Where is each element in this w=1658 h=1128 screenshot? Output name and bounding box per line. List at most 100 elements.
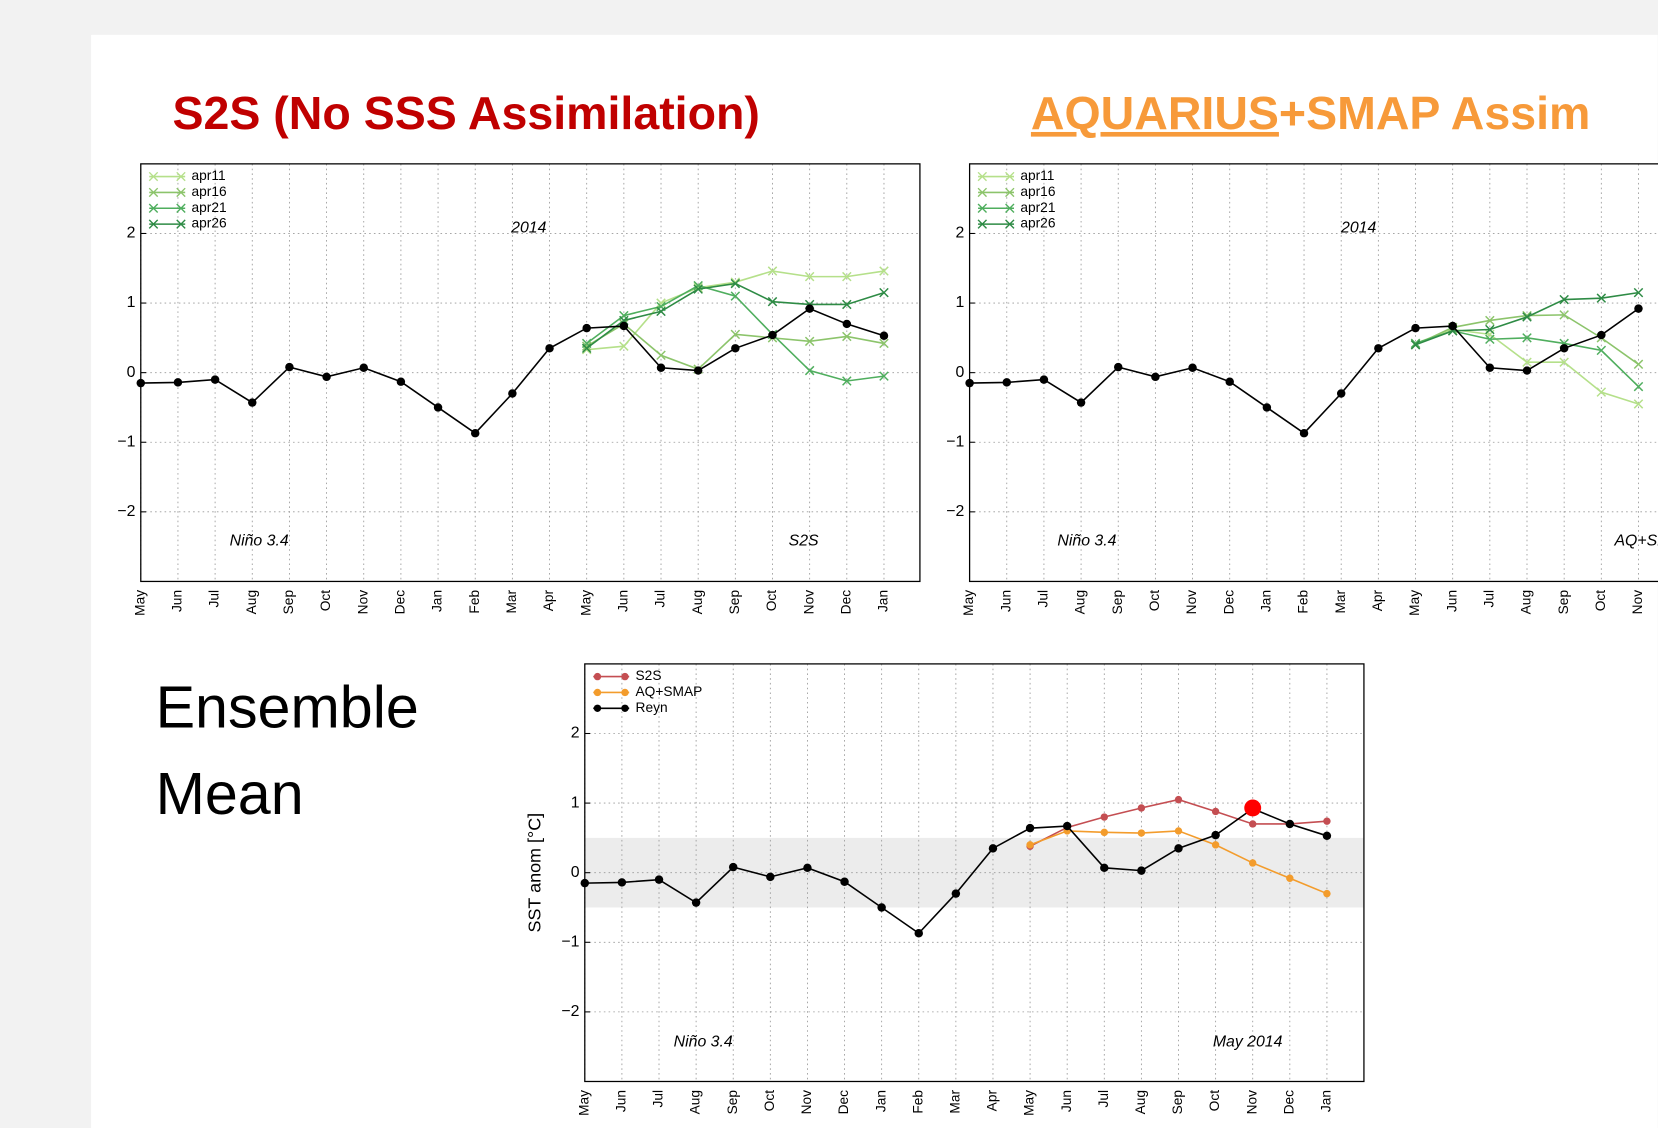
x-tick-label: Jun bbox=[614, 1090, 629, 1112]
y-tick-label: 1 bbox=[127, 294, 136, 311]
x-tick-label: Aug bbox=[1073, 590, 1088, 614]
marker bbox=[617, 878, 627, 887]
legend-label: apr11 bbox=[192, 168, 226, 183]
x-tick-label: Dec bbox=[1221, 590, 1236, 615]
legend-marker bbox=[621, 672, 629, 681]
marker bbox=[879, 371, 889, 381]
x-tick-label: Aug bbox=[688, 1090, 703, 1114]
marker bbox=[1262, 403, 1272, 412]
marker bbox=[1448, 321, 1457, 331]
marker bbox=[1522, 312, 1532, 322]
marker bbox=[1634, 304, 1643, 313]
marker bbox=[730, 291, 741, 301]
marker bbox=[730, 329, 741, 340]
legend-marker bbox=[176, 219, 186, 229]
x-tick-label: Sep bbox=[727, 590, 742, 615]
x-tick-label: Mar bbox=[1333, 589, 1348, 613]
marker bbox=[619, 341, 629, 351]
marker bbox=[1485, 324, 1495, 335]
y-tick-label: 0 bbox=[127, 364, 136, 381]
marker bbox=[248, 398, 257, 407]
marker bbox=[1410, 340, 1421, 350]
x-tick-label: Sep bbox=[1110, 590, 1125, 615]
x-tick-label: Apr bbox=[985, 1090, 1000, 1112]
legend-marker bbox=[977, 187, 988, 198]
x-tick-label: Sep bbox=[725, 1090, 740, 1115]
x-tick-label: Jun bbox=[615, 590, 630, 612]
y-tick-label: 0 bbox=[956, 364, 965, 381]
chart: May Jun Jul Aug Sep Oct Nov Dec Jan Feb Mar Apr May J… bbox=[524, 663, 1365, 1116]
legend-marker bbox=[977, 171, 988, 182]
marker bbox=[879, 331, 889, 340]
legend-marker bbox=[621, 688, 629, 697]
x-tick-label: Feb bbox=[1296, 590, 1311, 614]
marker bbox=[1374, 344, 1383, 353]
legend-label: apr11 bbox=[1020, 168, 1054, 183]
x-tick-label: Jun bbox=[1059, 1090, 1074, 1112]
y-tick-label: −2 bbox=[117, 503, 135, 520]
legend-marker bbox=[176, 171, 186, 182]
legend-label: apr21 bbox=[192, 200, 227, 215]
legend-marker bbox=[977, 219, 988, 229]
marker bbox=[842, 331, 852, 342]
marker bbox=[1039, 375, 1049, 384]
marker bbox=[879, 287, 889, 298]
marker bbox=[136, 378, 146, 388]
x-tick-label: Jul bbox=[651, 1090, 666, 1108]
legend-marker bbox=[621, 704, 629, 713]
marker bbox=[1286, 874, 1294, 882]
x-tick-label: May bbox=[961, 590, 976, 616]
annotation: Niño 3.4 bbox=[1057, 532, 1116, 549]
x-tick-label: Jul bbox=[653, 590, 668, 608]
x-tick-label: Aug bbox=[1519, 590, 1534, 614]
annotation: Niño 3.4 bbox=[230, 532, 289, 549]
legend-label: apr26 bbox=[1020, 216, 1055, 231]
legend-marker bbox=[1005, 219, 1015, 229]
marker bbox=[656, 363, 666, 373]
annotation: 2014 bbox=[510, 220, 546, 237]
marker bbox=[1002, 378, 1011, 387]
marker bbox=[1137, 829, 1146, 837]
marker bbox=[656, 350, 666, 361]
marker bbox=[1633, 381, 1644, 392]
legend-marker bbox=[176, 187, 186, 198]
marker bbox=[768, 330, 777, 340]
marker bbox=[1559, 357, 1569, 367]
x-tick-label: Jul bbox=[1481, 590, 1496, 608]
x-tick-label: Jul bbox=[207, 590, 222, 608]
x-tick-label: Mar bbox=[947, 1090, 962, 1114]
x-tick-label: Oct bbox=[1593, 590, 1608, 612]
plot-area bbox=[969, 163, 1658, 582]
marker bbox=[804, 336, 815, 347]
marker bbox=[879, 266, 889, 276]
x-tick-label: May bbox=[578, 590, 593, 616]
marker bbox=[1411, 323, 1420, 333]
marker bbox=[767, 266, 778, 276]
marker bbox=[842, 319, 852, 329]
marker bbox=[210, 375, 220, 384]
marker bbox=[731, 344, 740, 353]
x-tick-label: Feb bbox=[467, 590, 482, 614]
x-tick-label: Jan bbox=[876, 590, 891, 612]
marker bbox=[1100, 813, 1108, 821]
marker bbox=[805, 304, 814, 313]
marker bbox=[879, 338, 889, 349]
title-right-underlined: AQUARIUS bbox=[1031, 87, 1279, 139]
marker bbox=[1100, 863, 1109, 873]
x-tick-label: Jan bbox=[1259, 590, 1274, 612]
y-tick-label: 2 bbox=[127, 225, 136, 242]
marker bbox=[359, 363, 368, 373]
x-tick-label: Aug bbox=[1133, 1090, 1148, 1114]
marker bbox=[581, 341, 592, 351]
y-tick-label: 0 bbox=[571, 864, 580, 881]
marker bbox=[693, 284, 703, 294]
marker bbox=[1062, 821, 1072, 831]
marker bbox=[1249, 859, 1257, 867]
annotation: May 2014 bbox=[1213, 1034, 1283, 1051]
marker bbox=[654, 875, 664, 884]
marker bbox=[173, 378, 183, 387]
marker bbox=[545, 344, 554, 353]
marker bbox=[656, 298, 666, 308]
x-tick-label: Nov bbox=[801, 590, 816, 615]
